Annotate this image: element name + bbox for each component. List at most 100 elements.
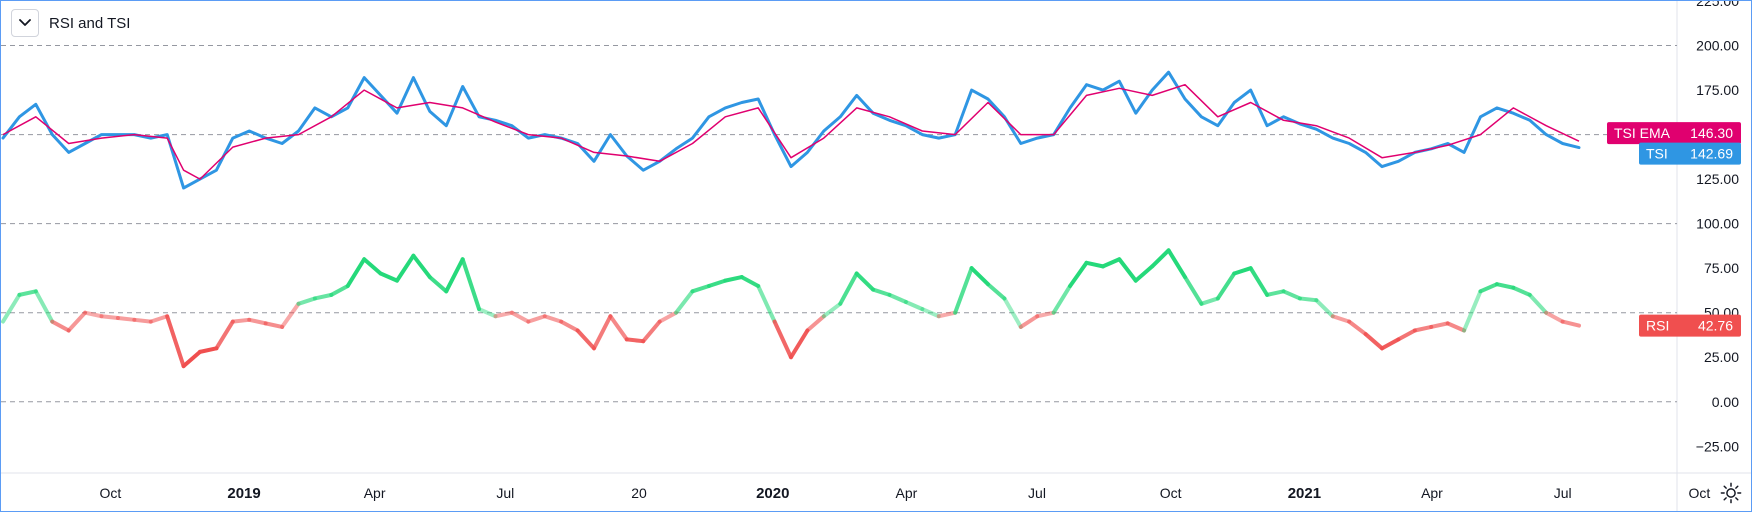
rsi-series-segment [1232, 266, 1253, 276]
chevron-down-icon[interactable] [11, 9, 39, 37]
y-tick-label: 0.00 [1712, 394, 1739, 410]
y-tick-label: 75.00 [1704, 260, 1739, 276]
rsi-series-segment [99, 314, 120, 321]
rsi-badge-value: 42.76 [1698, 318, 1733, 334]
rsi-series-segment [198, 346, 219, 354]
rsi-series-segment [1511, 285, 1532, 297]
rsi-series-segment [1478, 282, 1499, 294]
rsi-badge-name: RSI [1646, 318, 1669, 334]
rsi-series-segment [280, 301, 301, 329]
rsi-series-segment [312, 292, 334, 301]
rsi-series-segment [477, 307, 498, 319]
x-tick-label: Apr [1421, 485, 1443, 501]
rsi-series-segment [1199, 296, 1220, 306]
rsi-series-segment [723, 275, 744, 283]
rsi-series-segment [1068, 260, 1089, 288]
rsi-series-segment [411, 253, 432, 280]
x-tick-label: Apr [364, 485, 386, 501]
rsi-series-segment [33, 289, 55, 324]
rsi-series-segment [542, 314, 564, 324]
rsi-series-segment [854, 271, 876, 292]
rsi-series-segment [17, 289, 38, 297]
rsi-series-segment [871, 287, 892, 297]
rsi-series-segment [1133, 264, 1155, 283]
rsi-series-segment [509, 310, 531, 324]
x-tick-label: Jul [1554, 485, 1572, 501]
rsi-series-segment [1494, 282, 1516, 290]
rsi-series-segment [805, 314, 826, 333]
rsi-series-segment [1330, 314, 1352, 324]
rsi-series-segment [1084, 260, 1105, 269]
rsi-series-segment [50, 319, 71, 333]
rsi-series-segment [1560, 319, 1581, 328]
tsi-value-badge: TSI 142.69 [1639, 142, 1741, 165]
rsi-series-segment [657, 310, 679, 324]
rsi-series-segment [559, 319, 580, 333]
rsi-series-segment [148, 314, 170, 324]
rsi-series-segment [66, 310, 88, 333]
x-tick-label: 2019 [227, 485, 260, 502]
y-tick-label: 25.00 [1704, 349, 1739, 365]
rsi-series-segment [641, 319, 662, 344]
rsi-series-segment [690, 283, 711, 294]
rsi-series-segment [296, 296, 317, 306]
rsi-series-segment [706, 278, 728, 288]
rsi-series-segment [1265, 289, 1286, 297]
x-tick-label: Oct [1688, 485, 1710, 501]
rsi-series-segment [739, 275, 761, 288]
rsi-series-segment [181, 349, 202, 369]
rsi-series-segment [1051, 283, 1073, 315]
rsi-series-segment [1166, 248, 1187, 280]
rsi-series-segment [838, 271, 859, 306]
tsi-ema-value-badge: TSI EMA 146.30 [1607, 122, 1741, 145]
rsi-series-segment [1314, 298, 1335, 319]
rsi-series-segment [493, 310, 514, 319]
rsi-value-badge: RSI 42.76 [1639, 314, 1741, 337]
rsi-series-segment [920, 307, 941, 319]
rsi-series-segment [214, 319, 235, 351]
rsi-series-segment [1527, 292, 1549, 315]
tsi-ema-badge-value: 146.30 [1690, 125, 1733, 141]
rsi-series-segment [263, 321, 285, 329]
rsi-series-segment [460, 257, 482, 312]
rsi-series-segment [1347, 319, 1368, 337]
gear-icon[interactable] [1719, 481, 1743, 505]
rsi-series-segment [1183, 275, 1204, 306]
rsi-series-segment [1100, 257, 1122, 269]
y-tick-label: 125.00 [1696, 171, 1739, 187]
rsi-series-segment [115, 316, 137, 322]
rsi-series-segment [986, 282, 1007, 301]
rsi-series-segment [378, 271, 399, 283]
x-tick-label: Oct [99, 485, 121, 501]
x-tick-label: Apr [896, 485, 918, 501]
rsi-series-segment [821, 301, 843, 319]
rsi-series-segment [132, 317, 153, 324]
rsi-series-segment [575, 328, 596, 351]
tsi-ema-badge-name: TSI EMA [1614, 125, 1671, 141]
rsi-series-segment [1412, 324, 1434, 333]
rsi-series-segment [624, 337, 646, 344]
x-tick-label: Jul [1028, 485, 1046, 501]
tsi-series-line [1, 70, 1581, 190]
rsi-series-segment [887, 292, 908, 305]
rsi-series-segment [1297, 296, 1319, 303]
rsi-series-segment [756, 283, 777, 324]
legend: RSI and TSI [11, 9, 137, 37]
rsi-series-segment [1002, 296, 1023, 329]
rsi-series-segment [903, 300, 925, 312]
rsi-series-segment [165, 314, 186, 369]
rsi-series-segment [936, 310, 958, 319]
x-tick-label: Oct [1160, 485, 1182, 501]
rsi-series-segment [1018, 314, 1040, 329]
rsi-series-segment [1544, 310, 1565, 324]
rsi-series-segment [427, 275, 449, 294]
y-tick-label: 175.00 [1696, 82, 1739, 98]
rsi-series-segment [969, 266, 990, 287]
rsi-series-segment [608, 314, 629, 342]
rsi-series-segment [953, 266, 974, 315]
rsi-series-segment [247, 317, 268, 326]
rsi-series-segment [1150, 248, 1171, 269]
tsi-badge-value: 142.69 [1690, 146, 1733, 162]
